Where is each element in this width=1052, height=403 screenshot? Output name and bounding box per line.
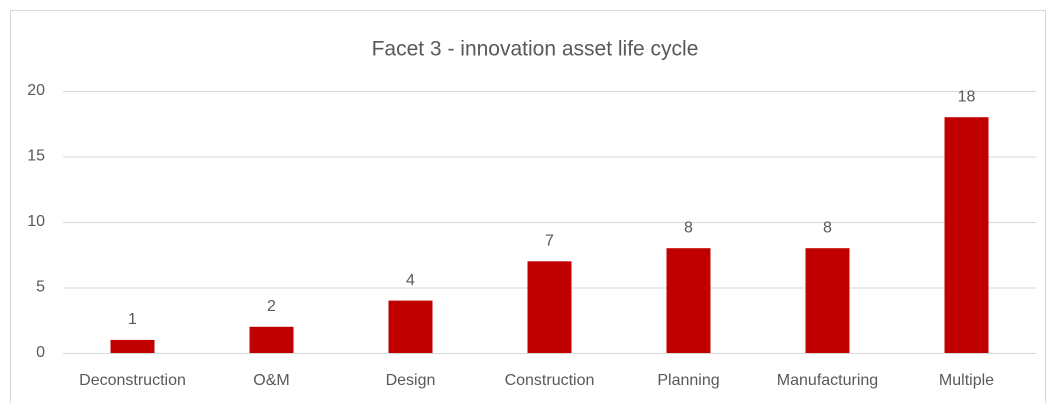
data-label: 2 [267,298,276,315]
data-label: 18 [958,88,976,105]
x-tick-label: Deconstruction [79,372,186,389]
bar [388,300,433,353]
x-tick-label: Design [386,372,436,389]
bar [110,339,155,353]
bar [249,326,294,353]
x-tick-label: O&M [253,372,289,389]
bar [527,261,572,353]
chart-title: Facet 3 - innovation asset life cycle [372,38,699,61]
x-tick-label: Multiple [939,372,994,389]
bar [944,117,989,353]
y-tick-label: 10 [27,213,45,230]
bar [805,248,850,353]
data-label: 8 [823,219,832,236]
data-label: 7 [545,233,554,250]
data-label: 1 [128,311,137,328]
data-label: 8 [684,219,693,236]
y-tick-label: 5 [36,279,45,296]
y-tick-label: 20 [27,82,45,99]
data-label: 4 [406,272,415,289]
bar [666,248,711,353]
x-tick-label: Manufacturing [777,372,878,389]
x-tick-label: Planning [657,372,719,389]
x-tick-label: Construction [505,372,595,389]
y-tick-label: 15 [27,148,45,165]
y-tick-label: 0 [36,344,45,361]
